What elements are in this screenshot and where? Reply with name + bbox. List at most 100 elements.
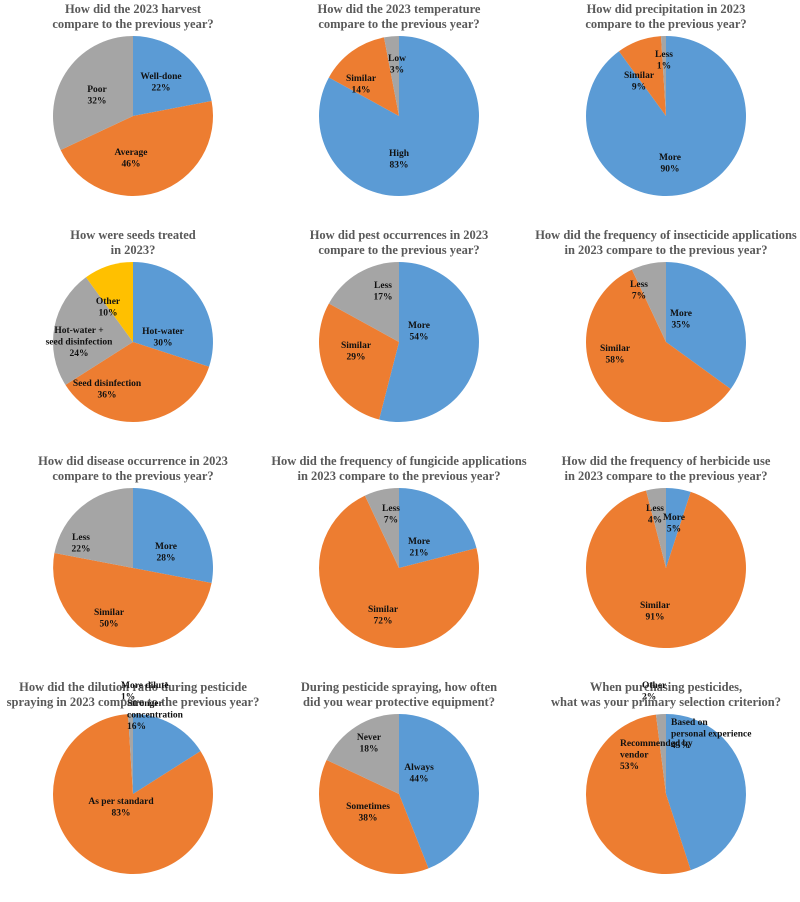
slice-label-line: 29%: [347, 353, 366, 363]
chart-title-line: How did the 2023 temperature: [317, 2, 481, 16]
slice-label-line: Never: [357, 733, 382, 743]
slice-label-line: 4%: [648, 516, 662, 526]
slice-label-line: Based on: [671, 718, 708, 728]
pie-slice-less: [54, 488, 133, 568]
pie-slice-average: [60, 101, 213, 196]
pie-slice-more: [133, 488, 213, 583]
slice-label-line: 38%: [359, 814, 378, 824]
slice-label-line: 9%: [632, 83, 646, 93]
slice-label-line: Similar: [346, 74, 377, 84]
slice-label-line: Seed disinfection: [73, 379, 142, 389]
chart-title-line: in 2023 compare to the previous year?: [564, 469, 768, 483]
slice-label-line: More: [670, 309, 692, 319]
pie-slice-more: [379, 262, 479, 422]
slice-label-line: More: [663, 513, 685, 523]
slice-label-line: 21%: [410, 549, 429, 559]
pie-svg: Always 44% Sometimes 38% Never 18%: [318, 714, 479, 874]
pie-slice-other: [655, 714, 666, 794]
pie-slice-sometimes: [318, 759, 429, 874]
slice-label-line: 35%: [672, 321, 691, 331]
chart-title-line: spraying in 2023 compare to the previous…: [6, 695, 260, 709]
pie-svg: Stronger concentration 16% As per standard 8…: [53, 681, 214, 875]
pie-svg: More 5% Similar 91% Less 4%: [585, 488, 746, 648]
slice-label-line: Less: [382, 504, 400, 514]
slice-label-line: 17%: [374, 293, 393, 303]
slice-label-more: More 90%: [659, 153, 681, 175]
pie-chart-2: How did the 2023 temperature compare to t…: [266, 0, 532, 224]
slice-label-line: Average: [114, 148, 147, 158]
slice-label-line: 44%: [410, 775, 429, 785]
slice-label-line: More: [408, 321, 430, 331]
slice-label-line: 7%: [632, 292, 646, 302]
chart-title: How did precipitation in 2023 compare to …: [533, 2, 799, 32]
slice-label-line: Less: [374, 281, 392, 291]
pie-svg: Hot-water 30% Seed disinfection 36% Hot-wate…: [46, 262, 213, 423]
chart-title-line: How did the frequency of herbicide use: [561, 454, 771, 468]
pie-svg: More 90% Similar 9% Less 1%: [586, 36, 747, 196]
pie-chart-12: When purchasing pesticides, what was your…: [533, 678, 799, 902]
chart-title-line: compare to the previous year?: [52, 469, 214, 483]
pie-chart-10: How did the dilution ratio during pestic…: [0, 678, 266, 902]
slice-label-line: Less: [630, 280, 648, 290]
slice-label-line: Similar: [624, 71, 655, 81]
pie-slice-similar: [319, 495, 480, 648]
slice-label-line: Less: [72, 533, 90, 543]
slice-label-line: 91%: [646, 613, 665, 623]
slice-label-similar: Similar 91%: [640, 601, 671, 623]
slice-label-poor: Poor 32%: [87, 85, 107, 107]
slice-label-more: More 35%: [670, 309, 692, 331]
pie-slice-similar: [328, 37, 399, 116]
slice-label-low: Low 3%: [388, 54, 406, 76]
pie-slice-seed-disinfection: [65, 342, 210, 423]
pie-slice-similar: [53, 553, 212, 648]
slice-label-less: Less 7%: [630, 280, 648, 302]
slice-label-similar: Similar 58%: [600, 344, 631, 366]
pie-slice-always: [399, 714, 479, 869]
chart-title: How were seeds treated in 2023?: [0, 228, 266, 258]
chart-title-line: How did disease occurrence in 2023: [38, 454, 228, 468]
pie-svg: More 54% Similar 29% Less 17%: [319, 262, 479, 422]
slice-label-more-dilute: More dilute 1%: [121, 681, 169, 703]
pie-slice-other: [85, 262, 133, 342]
chart-title-line: compare to the previous year?: [318, 243, 480, 257]
slice-label-line: 24%: [70, 349, 89, 359]
pie-chart-7: How did disease occurrence in 2023 compar…: [0, 452, 266, 676]
slice-label-line: Other: [642, 681, 667, 691]
pie-svg: High 83% Similar 14% Low 3%: [319, 35, 480, 196]
pie-chart-6: How did the frequency of insecticide app…: [533, 226, 799, 450]
slice-label-line: Low: [388, 54, 406, 64]
slice-label-line: Similar: [600, 344, 631, 354]
pie-slice-similar: [585, 490, 746, 648]
slice-label-line: 72%: [374, 617, 393, 627]
pie-svg: Well-done 22% Average 46% Poor 32%: [52, 36, 213, 196]
chart-title: How did the 2023 harvest compare to the p…: [0, 2, 266, 32]
slice-label-similar: Similar 29%: [341, 341, 372, 363]
slice-label-line: Always: [404, 763, 434, 773]
slice-label-more: More 54%: [408, 321, 430, 343]
slice-label-line: Well-done: [140, 72, 181, 82]
slice-label-recommended-by-vendor: Recommended by vendor 53%: [620, 739, 693, 772]
pie-slice-less: [328, 262, 399, 342]
slice-label-line: Hot-water: [142, 327, 184, 337]
slice-label-other: Other 10%: [96, 297, 121, 319]
slice-label-line: Similar: [368, 605, 399, 615]
slice-label-line: As per standard: [88, 797, 154, 807]
chart-title-line: did you wear protective equipment?: [303, 695, 495, 709]
pie-slice-less: [364, 488, 399, 568]
pie-slice-more: [586, 36, 747, 196]
slice-label-line: Hot-water +: [54, 326, 103, 336]
slice-label-line: Similar: [94, 608, 125, 618]
slice-label-line: Similar: [640, 601, 671, 611]
pie-slice-never: [326, 714, 399, 794]
chart-title-line: compare to the previous year?: [52, 17, 214, 31]
chart-title: When purchasing pesticides, what was your…: [533, 680, 799, 710]
slice-label-line: 18%: [360, 745, 379, 755]
slice-label-seed-disinfection: Seed disinfection 36%: [73, 379, 142, 401]
chart-title-line: How did the frequency of insecticide app…: [535, 228, 797, 242]
slice-label-line: 1%: [121, 693, 135, 703]
chart-title-line: compare to the previous year?: [318, 17, 480, 31]
chart-title-line: How did precipitation in 2023: [586, 2, 746, 16]
chart-title-line: in 2023?: [110, 243, 156, 257]
pie-slice-based-on-personal-experience: [666, 714, 746, 871]
slice-label-less: Less 7%: [382, 504, 400, 526]
